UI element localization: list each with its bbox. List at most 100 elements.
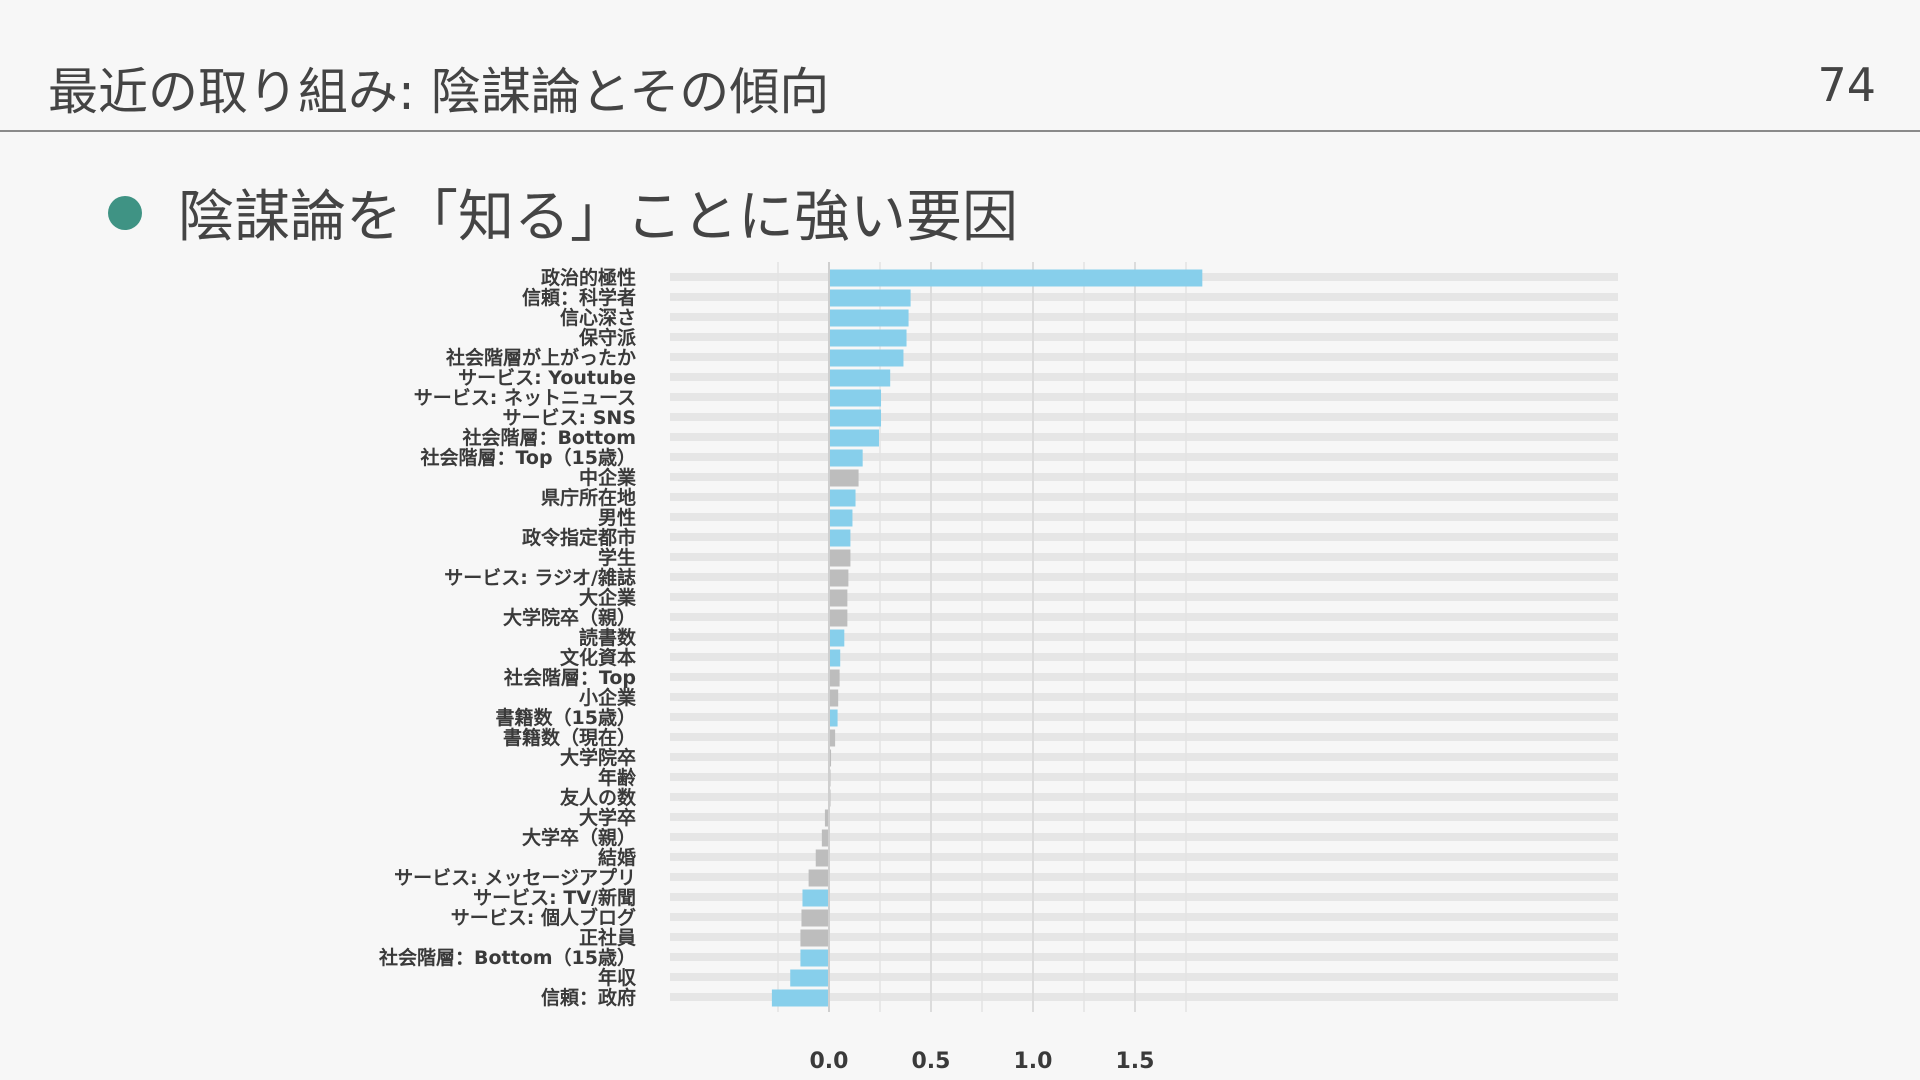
- category-label: 社会階層：Top（15歳）: [419, 446, 636, 469]
- slide-title: 最近の取り組み: 陰謀論とその傾向: [48, 63, 830, 121]
- category-label: 保守派: [578, 326, 637, 349]
- row-track: [670, 973, 1618, 981]
- bar: [829, 689, 839, 707]
- row-track: [670, 653, 1618, 661]
- row-track: [670, 413, 1618, 421]
- category-label: 友人の数: [560, 786, 637, 809]
- row-track: [670, 473, 1618, 481]
- row-track: [670, 753, 1618, 761]
- bar: [829, 449, 863, 467]
- x-tick-label: 0.5: [912, 1049, 951, 1074]
- category-label: サービス: 個人ブログ: [451, 906, 636, 929]
- row-track: [670, 313, 1618, 321]
- category-label: 正社員: [579, 926, 636, 949]
- category-label: 書籍数（15歳）: [496, 706, 636, 729]
- row-track: [670, 493, 1618, 501]
- row-track: [670, 453, 1618, 461]
- category-label: 男性: [598, 506, 636, 529]
- bar: [821, 829, 829, 847]
- category-label: 大学卒: [579, 806, 636, 829]
- category-label: 社会階層：Bottom（15歳）: [378, 946, 636, 969]
- row-track: [670, 633, 1618, 641]
- category-label: 信頼：科学者: [522, 286, 636, 309]
- category-label: 年齢: [598, 766, 637, 789]
- bar: [829, 349, 904, 367]
- category-label: 社会階層：Top: [503, 666, 636, 689]
- bar: [829, 629, 845, 647]
- category-label: 結婚: [598, 846, 636, 869]
- category-label: 社会階層：Bottom: [461, 426, 636, 449]
- bar: [829, 309, 909, 327]
- category-label: サービス: Youtube: [458, 367, 636, 389]
- bar: [829, 269, 1203, 287]
- bar: [800, 949, 829, 967]
- row-track: [670, 533, 1618, 541]
- category-label: 信心深さ: [560, 306, 636, 329]
- row-track: [670, 353, 1618, 361]
- bullet-dot-icon: [108, 195, 142, 230]
- category-label: 大学卒（親）: [522, 826, 636, 849]
- category-label: 中企業: [579, 466, 637, 489]
- category-label: 読書数: [579, 626, 637, 649]
- row-track: [670, 513, 1618, 521]
- bar: [829, 609, 848, 627]
- row-track: [670, 933, 1618, 941]
- row-track: [670, 613, 1618, 621]
- bar: [829, 709, 838, 727]
- bar: [824, 809, 829, 827]
- row-track: [670, 713, 1618, 721]
- row-track: [670, 593, 1618, 601]
- bar: [815, 849, 829, 867]
- row-track: [670, 293, 1618, 301]
- category-label: 小企業: [579, 686, 637, 709]
- row-track: [670, 813, 1618, 821]
- category-label: 大学院卒: [560, 746, 636, 769]
- category-label: サービス: ラジオ/雑誌: [444, 566, 636, 589]
- bullet-text: 陰謀論を「知る」ことに強い要因: [178, 185, 1018, 250]
- row-track: [670, 733, 1618, 741]
- bar: [829, 529, 851, 547]
- bar: [829, 289, 911, 307]
- bar: [829, 429, 879, 447]
- category-label: 社会階層が上がったか: [445, 346, 636, 369]
- row-track: [670, 433, 1618, 441]
- bar: [829, 569, 849, 587]
- bar: [829, 669, 840, 687]
- bar: [808, 869, 829, 887]
- slide-header: 最近の取り組み: 陰謀論とその傾向 74: [0, 0, 1920, 132]
- bar: [771, 989, 829, 1007]
- category-label: 信頼：政府: [541, 986, 636, 1009]
- row-track: [670, 893, 1618, 901]
- bar: [790, 969, 829, 987]
- row-track: [670, 673, 1618, 681]
- category-label: サービス: SNS: [503, 407, 636, 429]
- row-track: [670, 873, 1618, 881]
- row-track: [670, 333, 1618, 341]
- bar: [829, 369, 891, 387]
- row-track: [670, 373, 1618, 381]
- category-label: サービス: メッセージアプリ: [394, 866, 636, 889]
- category-label: 書籍数（現在）: [503, 726, 636, 749]
- bar: [829, 469, 859, 487]
- category-label: 大企業: [579, 586, 637, 609]
- row-track: [670, 953, 1618, 961]
- bar: [801, 909, 829, 927]
- row-track: [670, 773, 1618, 781]
- row-track: [670, 393, 1618, 401]
- bar: [829, 749, 832, 767]
- x-tick-label: 0.0: [810, 1049, 849, 1074]
- bar: [829, 489, 856, 507]
- bar: [800, 929, 829, 947]
- bar: [802, 889, 829, 907]
- category-label: 大学院卒（親）: [503, 606, 636, 629]
- category-label: サービス: ネットニュース: [414, 387, 636, 409]
- bar: [829, 729, 836, 747]
- category-label: 政治的極性: [541, 266, 636, 289]
- category-label: 学生: [598, 546, 636, 569]
- category-label: サービス: TV/新聞: [473, 886, 636, 909]
- bar: [829, 509, 853, 527]
- bar: [829, 589, 848, 607]
- bar: [829, 389, 882, 407]
- x-tick-label: 1.0: [1014, 1049, 1053, 1074]
